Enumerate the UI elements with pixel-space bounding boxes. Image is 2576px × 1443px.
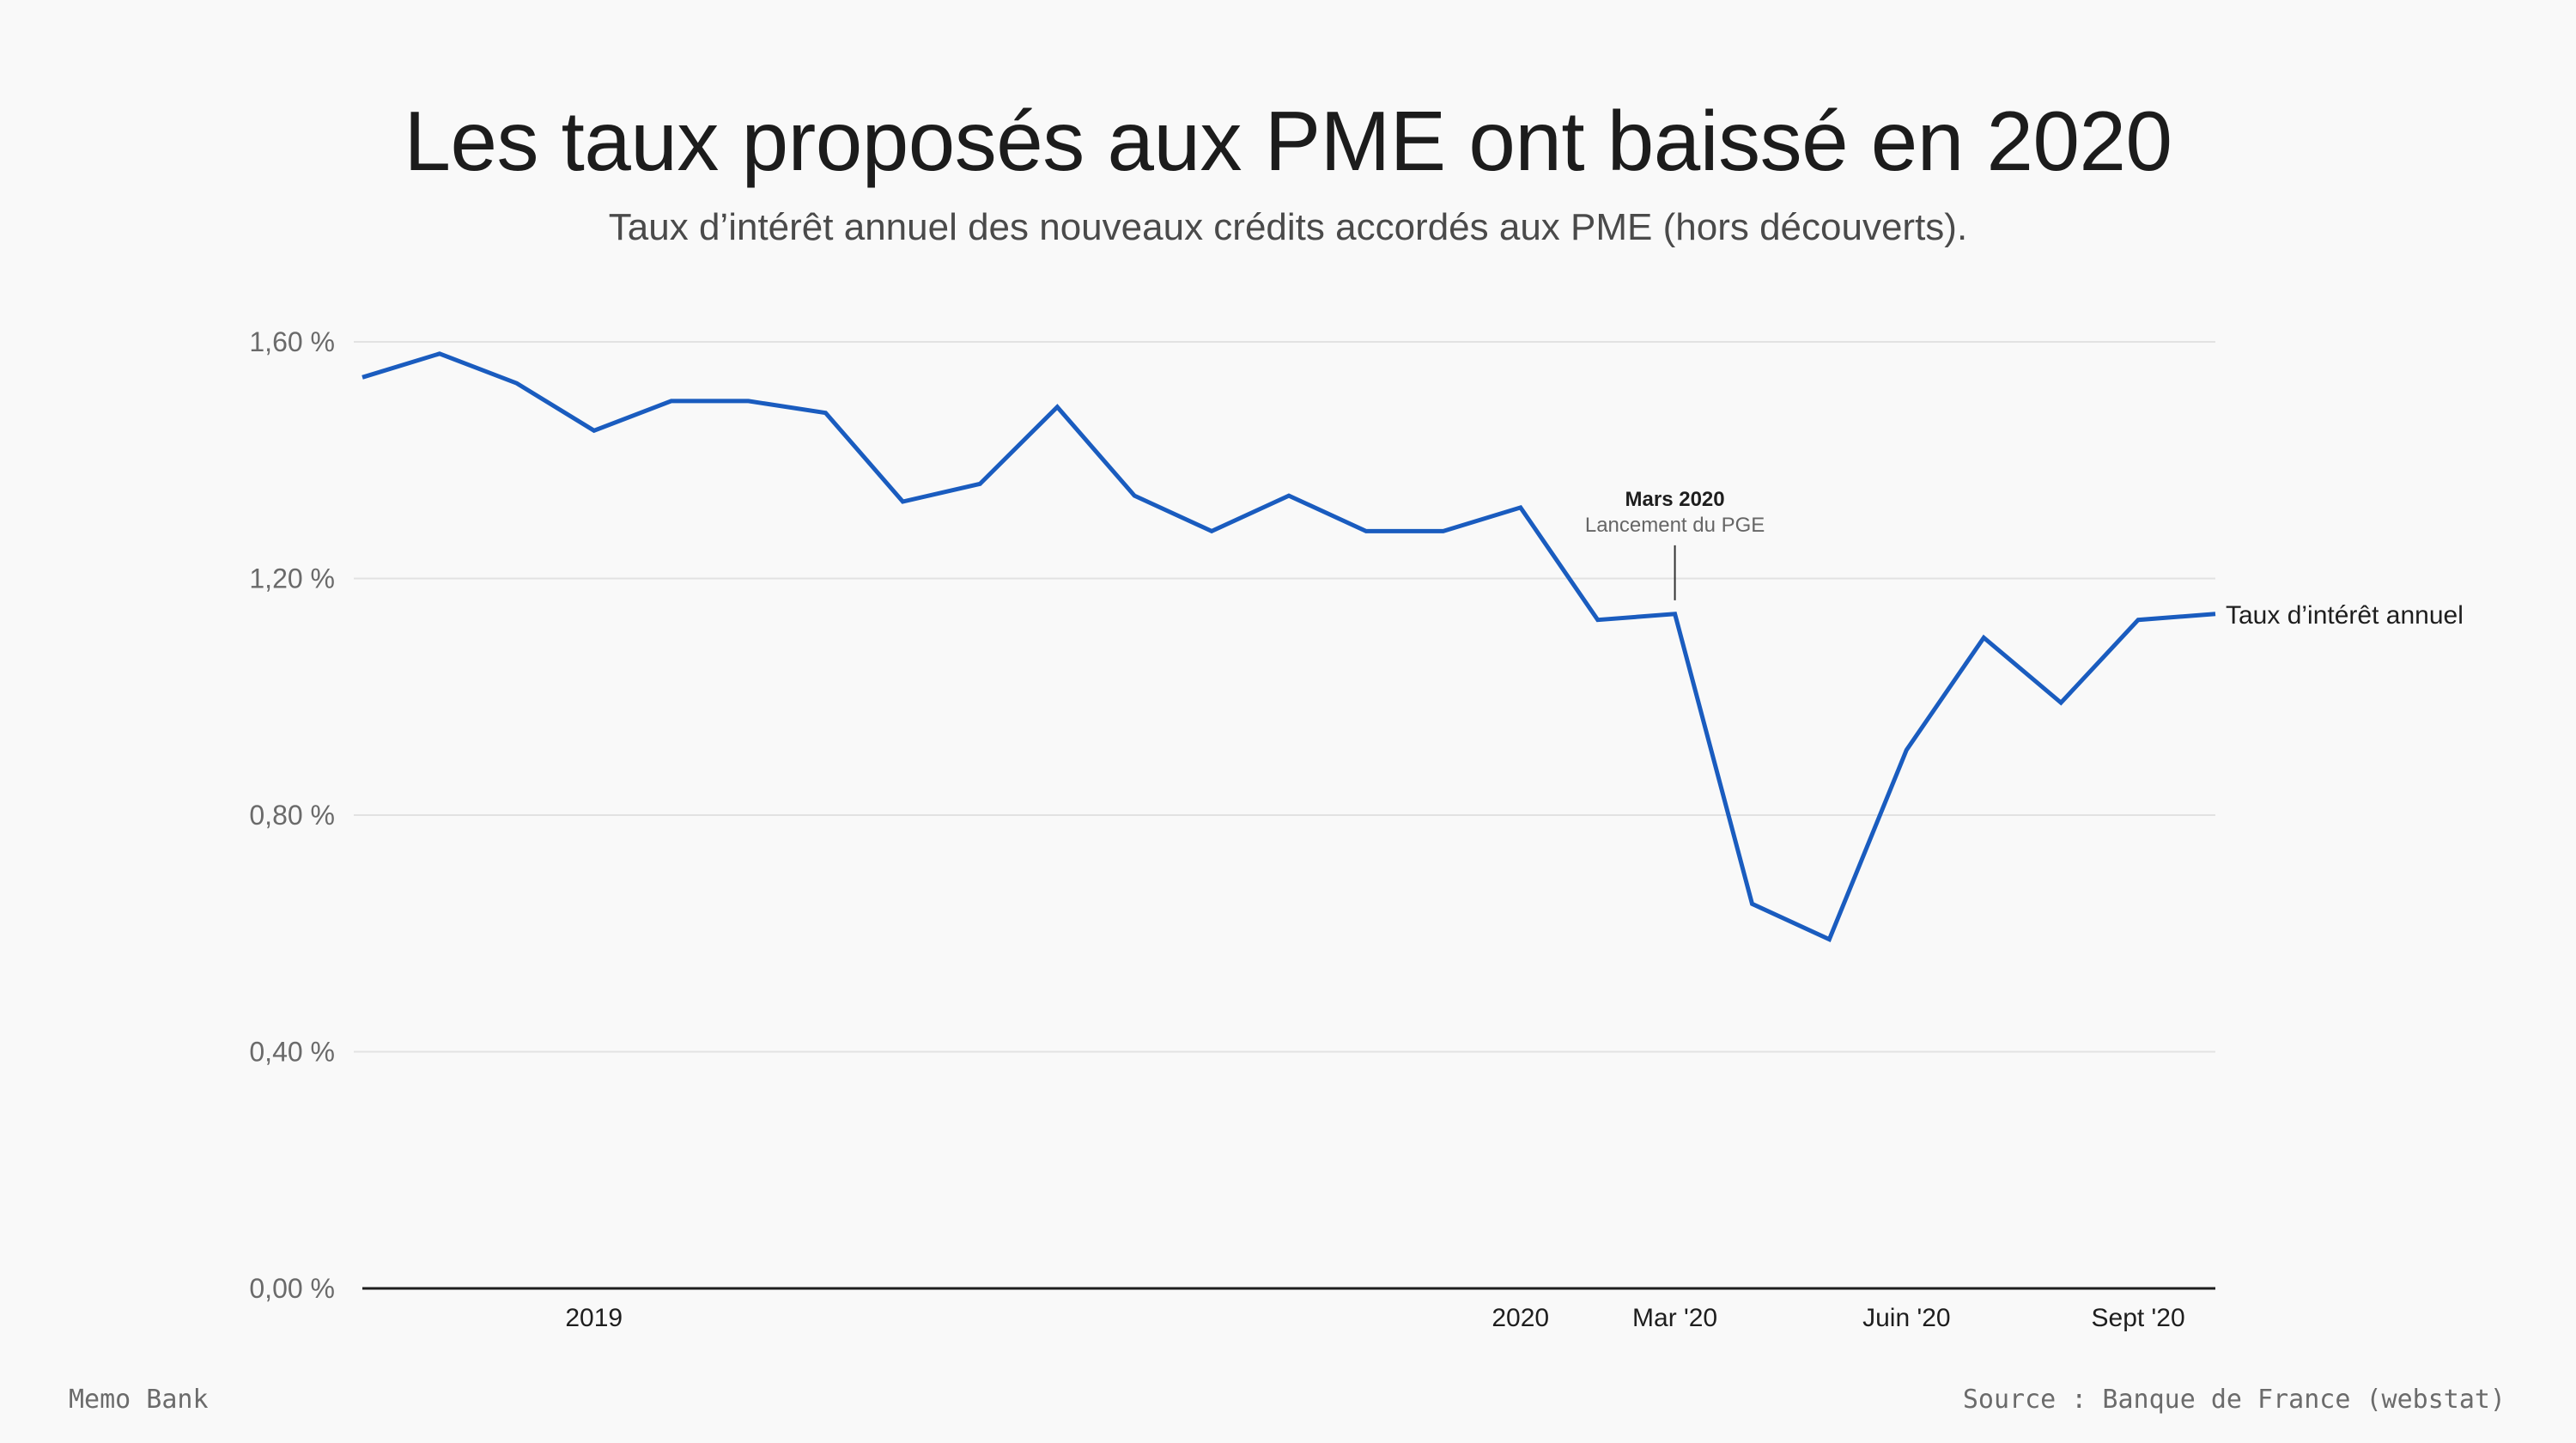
chart-title: Les taux proposés aux PME ont baissé en … [404, 94, 2172, 188]
series-label: Taux d’intérêt annuel [2226, 601, 2464, 630]
series-group: Taux d’intérêt annuel [361, 351, 2464, 942]
x-tick-label: Mar '20 [1632, 1304, 1717, 1332]
x-tick-label: 2020 [1492, 1304, 1549, 1332]
series-line [361, 351, 2216, 942]
chart-subtitle: Taux d’intérêt annuel des nouveaux crédi… [608, 206, 1968, 248]
annotation-text: Lancement du PGE [1585, 514, 1765, 537]
source-label: Source : Banque de France (webstat) [1962, 1385, 2506, 1415]
gridlines [354, 341, 2215, 1053]
y-tick-label: 1,20 % [249, 563, 335, 594]
x-tick-label: Sept '20 [2092, 1304, 2185, 1332]
x-axis-ticks: 2019 2020 Mar '20 Juin '20 Sept '20 [565, 1304, 2184, 1332]
annotation-title: Mars 2020 [1625, 488, 1725, 511]
y-tick-label: 0,40 % [249, 1037, 335, 1068]
x-tick-label: Juin '20 [1862, 1304, 1950, 1332]
y-tick-label: 1,60 % [249, 326, 335, 357]
y-tick-label: 0,80 % [249, 800, 335, 831]
x-tick-label: 2019 [565, 1304, 623, 1332]
brand-label: Memo Bank [69, 1385, 209, 1415]
y-tick-label: 0,00 % [249, 1273, 335, 1304]
y-axis-ticks: 0,00 % 0,40 % 0,80 % 1,20 % 1,60 % [249, 326, 335, 1304]
annotation: Mars 2020 Lancement du PGE [1585, 488, 1765, 600]
